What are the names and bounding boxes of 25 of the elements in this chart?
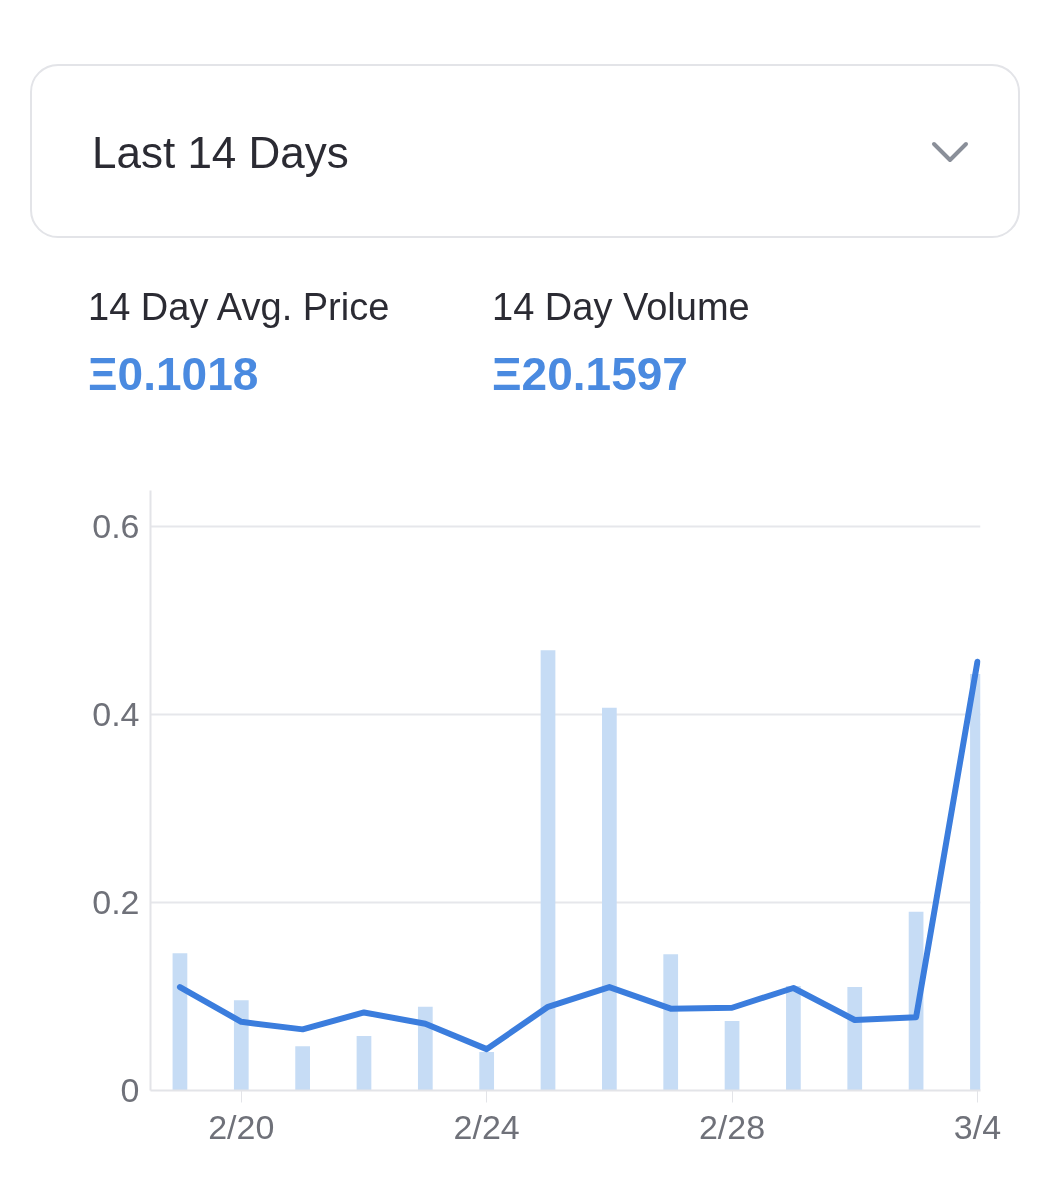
- bar: [356, 1035, 372, 1091]
- bar: [602, 707, 617, 1091]
- bar: [724, 1020, 740, 1091]
- y-tick-label: 0: [120, 1071, 140, 1109]
- x-tick-label: 2/20: [208, 1107, 275, 1146]
- bar: [786, 986, 801, 1091]
- bar: [847, 987, 863, 1091]
- bar: [663, 954, 679, 1091]
- x-tick-label: 3/4: [953, 1107, 1002, 1146]
- text: Ξ20.1597: [492, 347, 689, 403]
- x-tick-label: 2/24: [453, 1107, 520, 1146]
- y-tick-label: 0.2: [92, 882, 140, 921]
- chart-title: Last 14 Days: [92, 127, 349, 179]
- bar: [295, 1046, 310, 1091]
- bar: [233, 1000, 249, 1091]
- text: 14 Day Avg. Price: [88, 285, 390, 330]
- bar: [540, 650, 556, 1091]
- bar: [417, 1006, 433, 1091]
- x-tick-label: 2/28: [698, 1107, 766, 1146]
- bar: [479, 1051, 495, 1091]
- text: Ξ0.1018: [88, 347, 260, 403]
- text: 14 Day Volume: [492, 285, 750, 330]
- y-tick-label: 0.6: [92, 506, 140, 545]
- y-tick-label: 0.4: [92, 694, 140, 733]
- bar: [172, 953, 188, 1091]
